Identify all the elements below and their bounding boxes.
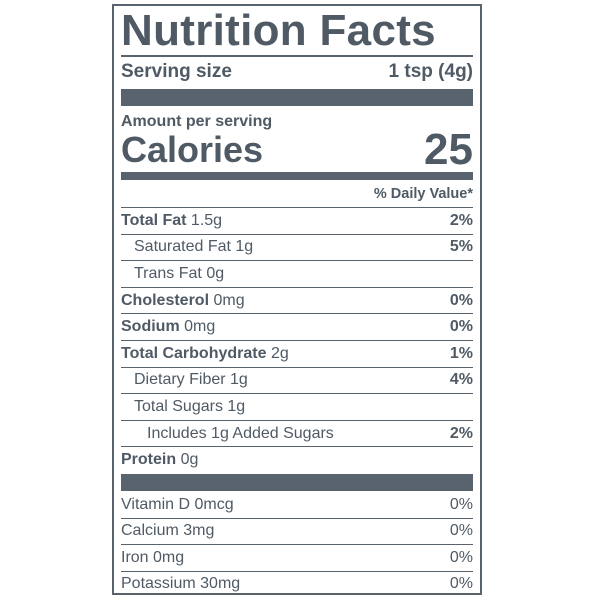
nutrient-daily-value: 4% [449,371,473,389]
serving-size-value: 1 tsp (4g) [388,61,473,82]
nutrient-amount: 1.5g [186,211,223,229]
row-divider [121,446,473,448]
vitamin-name: Calcium [121,522,179,540]
row-divider [121,419,473,421]
thick-divider-vitamins [121,474,473,491]
nutrient-daily-value: 0% [449,291,473,309]
label-title: Nutrition Facts [121,6,436,55]
row-divider [121,366,473,368]
vitamin-amount: 3mg [178,522,215,540]
nutrient-label: Trans Fat 0g [121,265,224,283]
amount-per-serving-row: Amount per serving [121,111,473,133]
row-divider [121,340,473,341]
vitamin-row-calcium: Calcium 3mg 0% [121,519,473,545]
vitamin-daily-value: 0% [449,548,473,566]
nutrient-name: Includes 1g Added Sugars [147,424,334,442]
vitamin-row-potassium: Potassium 30mg 0% [121,572,473,598]
nutrient-daily-value: 2% [449,211,473,229]
nutrient-amount: 2g [266,344,289,362]
nutrition-facts-label: Nutrition Facts Serving size 1 tsp (4g) … [112,4,482,595]
nutrient-row-saturated-fat: Saturated Fat 1g 5% [121,235,473,261]
serving-size-row: Serving size 1 tsp (4g) [121,58,473,86]
vitamin-daily-value: 0% [449,495,473,513]
nutrient-name: Total Sugars [134,397,223,415]
nutrient-amount: 0g [201,264,225,282]
nutrient-label: Saturated Fat 1g [121,238,253,256]
nutrient-row-total-sugars: Total Sugars 1g [121,394,473,420]
nutrient-row-includes-1g-added-sugars: Includes 1g Added Sugars 2% [121,421,473,447]
vitamin-daily-value: 0% [449,575,473,593]
nutrient-row-dietary-fiber: Dietary Fiber 1g 4% [121,368,473,394]
vitamin-amount: 0mg [148,548,185,566]
vitamin-row-vitamin-d: Vitamin D 0mcg 0% [121,492,473,518]
nutrient-amount: 0mg [209,291,245,309]
nutrient-name: Total Fat [121,211,187,229]
vitamin-label: Vitamin D 0mcg [121,496,234,514]
daily-value-header-row: % Daily Value* [121,182,473,206]
vitamin-amount: 30mg [195,575,241,593]
nutrient-daily-value: 0% [449,318,473,336]
vitamin-row-iron: Iron 0mg 0% [121,545,473,571]
nutrient-label: Protein 0g [121,451,198,469]
nutrient-row-total-carbohydrate: Total Carbohydrate 2g 1% [121,341,473,367]
row-divider [121,544,473,545]
vitamin-label: Iron 0mg [121,549,184,567]
calories-value: 25 [424,125,473,174]
label-content: Nutrition Facts Serving size 1 tsp (4g) … [121,6,473,593]
vitamin-amount: 0mcg [190,495,234,513]
calories-row: Calories 25 [121,125,473,174]
calories-label: Calories [121,129,264,170]
nutrient-row-sodium: Sodium 0mg 0% [121,314,473,340]
nutrient-label: Total Fat 1.5g [121,212,222,230]
nutrient-name: Protein [121,451,177,469]
nutrient-name: Sodium [121,318,180,336]
nutrient-daily-value: 2% [449,424,473,442]
nutrient-daily-value: 1% [449,344,473,362]
nutrient-row-total-fat: Total Fat 1.5g 2% [121,208,473,234]
row-divider [121,570,473,572]
vitamin-name: Potassium [121,575,196,593]
vitamin-name: Vitamin D [121,495,191,513]
nutrient-row-cholesterol: Cholesterol 0mg 0% [121,288,473,314]
nutrient-label: Sodium 0mg [121,318,215,336]
nutrient-name: Cholesterol [121,291,210,309]
nutrient-row-trans-fat: Trans Fat 0g [121,261,473,287]
nutrient-name: Dietary Fiber [134,371,226,389]
nutrient-amount: 1g [225,371,248,389]
row-divider [121,286,473,288]
row-divider [121,517,473,519]
nutrient-amount: 0g [176,451,199,469]
nutrient-row-protein: Protein 0g [121,447,473,473]
nutrient-amount: 0mg [179,318,216,336]
nutrient-name: Saturated Fat [134,238,231,256]
amount-per-serving-label: Amount per serving [121,113,273,130]
row-divider [121,260,473,262]
vitamin-label: Potassium 30mg [121,575,240,593]
nutrient-label: Dietary Fiber 1g [121,371,248,389]
row-divider [121,393,473,395]
nutrient-daily-value: 5% [449,238,473,256]
row-divider [121,207,473,208]
nutrient-name: Trans Fat [134,264,202,282]
nutrient-label: Includes 1g Added Sugars [121,425,334,443]
nutrient-amount: 1g [222,397,246,415]
nutrient-label: Cholesterol 0mg [121,292,245,310]
medium-divider [121,172,473,180]
vitamin-label: Calcium 3mg [121,522,214,540]
nutrient-label: Total Carbohydrate 2g [121,345,289,363]
vitamin-daily-value: 0% [449,522,473,540]
row-divider [121,313,473,315]
nutrient-label: Total Sugars 1g [121,398,245,416]
nutrient-amount: 1g [230,238,254,256]
divider [121,55,473,57]
vitamin-name: Iron [121,548,149,566]
serving-size-label: Serving size [121,61,232,82]
daily-value-header: % Daily Value* [373,186,473,202]
nutrient-name: Total Carbohydrate [121,344,267,362]
row-divider [121,233,473,235]
thick-divider [121,89,473,106]
